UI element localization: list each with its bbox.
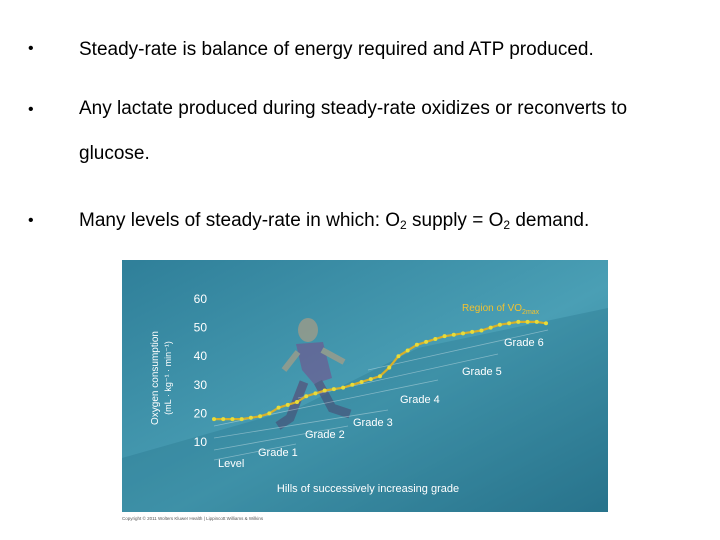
annotation-sub: 2max: [522, 309, 540, 316]
data-point: [424, 339, 429, 344]
data-point: [488, 325, 493, 330]
data-point: [525, 319, 530, 324]
copyright-text: Copyright © 2011 Wolters Kluwer Health |…: [122, 515, 264, 521]
subscript-2: 2: [400, 218, 407, 232]
runner-photo: [275, 318, 352, 430]
bullet-marker: •: [28, 101, 34, 118]
grade-label: Grade 6: [504, 337, 544, 349]
data-point: [239, 417, 244, 422]
data-point: [433, 337, 438, 342]
grade-label: Grade 5: [462, 366, 502, 378]
data-point: [212, 417, 216, 422]
data-point: [221, 417, 226, 422]
grade-label: Grade 3: [353, 417, 393, 429]
data-point: [534, 319, 539, 324]
data-point: [461, 331, 465, 336]
bullet-text-3-part: Many levels of steady-rate in which: O: [79, 210, 401, 231]
subscript-2: 2: [503, 218, 511, 232]
data-point: [368, 377, 373, 382]
annotation-o2: O: [514, 303, 522, 314]
y-tick-label: 30: [194, 378, 208, 392]
grade-line: [213, 425, 349, 451]
data-point: [378, 374, 382, 379]
y-tick-label: 60: [194, 292, 208, 306]
data-point: [313, 391, 318, 396]
data-point: [414, 342, 419, 347]
figure-background: [122, 260, 608, 512]
data-point: [350, 382, 355, 387]
y-tick-label: 10: [194, 435, 208, 449]
grade-label: Grade 4: [400, 394, 440, 406]
y-tick-label: 20: [194, 406, 208, 420]
data-point: [396, 354, 401, 359]
bullet-marker: •: [28, 40, 34, 57]
y-axis-label: Oxygen consumption: [150, 331, 161, 425]
data-point: [479, 328, 484, 333]
annotation-region-vo2max: Region of VO2max: [462, 303, 540, 316]
data-point: [341, 385, 346, 390]
data-point: [516, 319, 521, 324]
grade-line: [213, 409, 389, 439]
data-point: [387, 365, 392, 370]
grade-label: Level: [218, 458, 244, 470]
data-point: [230, 417, 235, 422]
grade-line: [213, 443, 297, 461]
y-axis-label-units: (mL · kg⁻¹ · min⁻¹): [163, 341, 173, 415]
x-axis-label: Hills of successively increasing grade: [277, 483, 459, 495]
hill-shading: [122, 308, 608, 512]
bullet-text-1-part: Steady-rate is balance of energy require…: [79, 39, 594, 60]
data-point: [442, 334, 447, 339]
data-point: [331, 387, 336, 392]
data-point: [276, 405, 281, 410]
grade-label: Grade 2: [305, 429, 345, 441]
data-point: [507, 321, 512, 326]
data-point: [405, 348, 410, 353]
data-point: [258, 414, 263, 419]
data-point: [470, 329, 475, 334]
annotation-prefix: Region of V: [462, 303, 515, 314]
data-point: [451, 332, 456, 337]
bullet-text-1: Steady-rate is balance of energy require…: [79, 27, 699, 72]
bullet-text-3: Many levels of steady-rate in which: O2 …: [79, 198, 699, 248]
data-point: [304, 394, 309, 399]
bullet-text-3-part: demand.: [510, 210, 590, 231]
data-point: [544, 321, 548, 326]
bullet-text-3-part: supply = O: [406, 210, 504, 231]
data-point: [497, 322, 502, 327]
data-point: [322, 388, 327, 393]
y-tick-label: 50: [194, 321, 208, 335]
data-point: [248, 415, 253, 420]
grade-line: [367, 329, 549, 371]
grade-label: Grade 1: [258, 447, 298, 459]
oxygen-consumption-figure: 60 50 40 30 20 10 Oxygen consumption (mL · kg⁻¹…: [122, 260, 608, 521]
bullet-text-2: Any lactate produced during steady-rate …: [79, 86, 699, 176]
data-point: [267, 411, 272, 416]
bullet-text-2-part: Any lactate produced during steady-rate …: [79, 98, 628, 164]
grade-line: [297, 353, 499, 399]
bullet-marker: •: [28, 212, 34, 229]
y-tick-label: 40: [194, 349, 208, 363]
data-point: [285, 402, 290, 407]
chart-area: 60 50 40 30 20 10 Oxygen consumption (mL · kg⁻¹…: [150, 292, 549, 470]
data-point: [359, 379, 364, 384]
data-point: [295, 399, 299, 404]
